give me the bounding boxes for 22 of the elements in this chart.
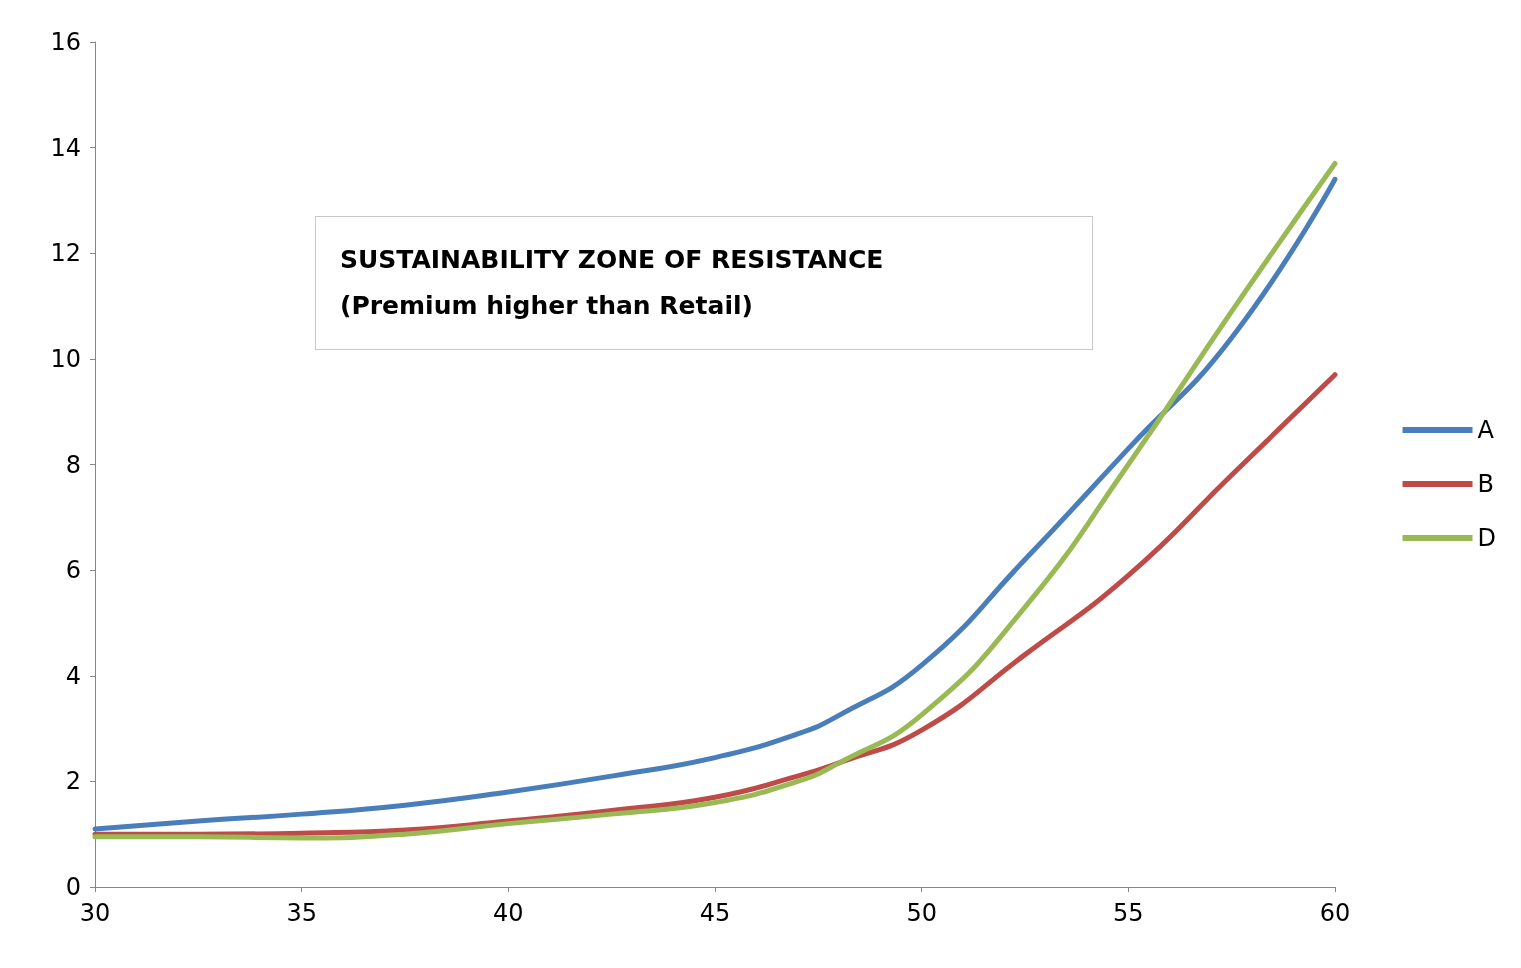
y-tick-label: 10 [50,344,81,373]
annotation: (Premium higher than Retail) [340,290,754,322]
legend-label: B [1477,470,1494,498]
y-tick-label: 8 [65,450,81,479]
y-tick-label: 2 [65,767,81,796]
x-tick-label: 40 [493,899,524,927]
annotation: SUSTAINABILITY ZONE OF RESISTANCE [340,244,885,276]
x-tick-label: 30 [79,899,111,927]
x-tick-label: 55 [1113,899,1144,927]
y-tick-label: 6 [65,556,81,585]
legend-label: D [1477,524,1496,552]
y-tick-label: 16 [50,28,81,56]
legend-label: A [1477,416,1495,444]
x-tick-label: 50 [906,899,937,927]
y-tick-label: 4 [65,661,81,690]
y-tick-label: 0 [65,873,81,901]
y-tick-label: 12 [50,239,81,268]
text-box: SUSTAINABILITY ZONE OF RESISTANCE (Premium higher than Retail) [315,216,1093,350]
y-tick-label: 14 [50,133,81,162]
x-tick-label: 45 [699,899,731,927]
x-tick-label: 60 [1319,899,1351,927]
x-tick-label: 35 [286,899,317,927]
